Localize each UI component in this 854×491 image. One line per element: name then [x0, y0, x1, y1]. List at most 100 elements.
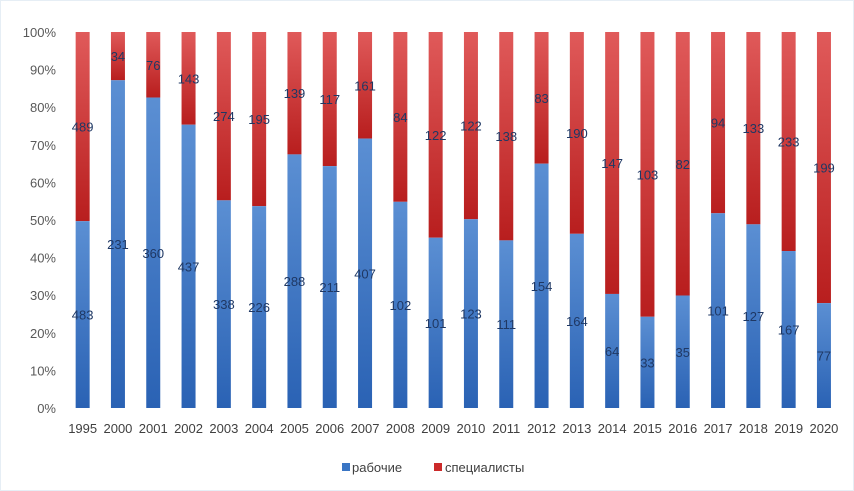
data-label-workers: 407 [354, 266, 376, 281]
x-tick-label: 2012 [527, 421, 556, 436]
x-tick-label: 2000 [103, 421, 132, 436]
x-tick-label: 2013 [562, 421, 591, 436]
y-tick-label: 80% [30, 100, 56, 115]
x-tick-label: 2007 [351, 421, 380, 436]
bar-segment-workers [181, 124, 196, 409]
x-tick-label: 2002 [174, 421, 203, 436]
data-label-specialists: 122 [425, 128, 447, 143]
data-label-specialists: 489 [72, 120, 94, 135]
data-label-workers: 111 [496, 317, 516, 332]
x-tick-label: 2020 [809, 421, 838, 436]
data-label-specialists: 195 [248, 112, 270, 127]
bar-segment-workers [463, 219, 478, 408]
data-label-specialists: 190 [566, 126, 588, 141]
data-label-specialists: 161 [354, 78, 376, 93]
data-label-specialists: 199 [813, 161, 835, 176]
bar-segment-specialists [358, 32, 373, 139]
x-tick-label: 2004 [245, 421, 274, 436]
x-tick-label: 2017 [704, 421, 733, 436]
x-tick-label: 2005 [280, 421, 309, 436]
data-label-workers: 127 [742, 309, 764, 324]
data-label-specialists: 103 [637, 167, 659, 182]
x-tick-label: 2009 [421, 421, 450, 436]
y-tick-label: 30% [30, 288, 56, 303]
bar-segment-specialists [287, 32, 302, 155]
bar-segment-workers [287, 154, 302, 408]
bar-segment-workers [711, 213, 726, 408]
x-axis: 1995 2000 2001 2002 2003 2004 2005 2006 2007 2008… [68, 421, 838, 436]
bar-segment-workers [146, 97, 161, 408]
bar-segment-specialists [711, 32, 726, 214]
y-tick-label: 60% [30, 175, 56, 190]
bar-segment-workers [605, 293, 620, 408]
bar-segment-specialists [499, 32, 514, 241]
bar-segment-workers [75, 221, 90, 408]
x-tick-label: 2018 [739, 421, 768, 436]
y-tick-label: 0% [37, 401, 56, 416]
bar-segment-specialists [428, 32, 443, 238]
bar-segment-specialists [534, 32, 549, 164]
x-tick-label: 2006 [315, 421, 344, 436]
bar-segment-workers [499, 240, 514, 408]
bar-segment-workers [358, 138, 373, 409]
bar-segment-workers [569, 233, 584, 408]
bar-segment-specialists [746, 32, 761, 225]
legend-swatch [434, 463, 442, 471]
data-label-specialists: 143 [178, 71, 200, 86]
data-label-specialists: 34 [111, 49, 125, 64]
data-label-workers: 101 [707, 304, 729, 319]
data-label-workers: 64 [605, 344, 619, 359]
bar-segment-specialists [146, 32, 161, 98]
legend-label: специалисты [445, 460, 524, 475]
bar-segment-workers [393, 201, 408, 408]
y-tick-label: 10% [30, 363, 56, 378]
data-label-workers: 211 [319, 280, 340, 295]
x-tick-label: 2015 [633, 421, 662, 436]
bar-segment-workers [252, 206, 267, 408]
y-axis: 0% 10% 20% 30% 40% 50% 60% 70% 80% 90% 100% [23, 25, 57, 416]
bar-segment-specialists [75, 32, 90, 222]
bar-segment-workers [322, 166, 337, 408]
bar-segment-workers [110, 80, 125, 408]
data-label-specialists: 147 [601, 156, 623, 171]
y-tick-label: 20% [30, 326, 56, 341]
data-label-workers: 123 [460, 307, 482, 322]
bar-segment-specialists [393, 32, 408, 202]
bar-segment-specialists [569, 32, 584, 234]
bar-segment-specialists [252, 32, 267, 207]
data-label-workers: 288 [284, 274, 306, 289]
bar-segment-specialists [640, 32, 655, 317]
bars [75, 32, 831, 409]
data-label-workers: 33 [640, 355, 654, 370]
data-label-workers: 338 [213, 297, 235, 312]
bar-segment-specialists [216, 32, 231, 201]
data-label-specialists: 117 [319, 92, 340, 107]
data-label-specialists: 122 [460, 119, 482, 134]
legend-swatch [342, 463, 350, 471]
data-label-workers: 226 [248, 300, 270, 315]
data-label-workers: 35 [676, 345, 690, 360]
data-label-specialists: 84 [393, 110, 407, 125]
x-tick-label: 2001 [139, 421, 168, 436]
data-label-workers: 164 [566, 314, 588, 329]
data-label-specialists: 274 [213, 109, 235, 124]
y-tick-label: 90% [30, 63, 56, 78]
legend-label: рабочие [352, 460, 402, 475]
data-label-specialists: 139 [284, 86, 306, 101]
bar-segment-workers [428, 237, 443, 408]
x-tick-label: 2016 [668, 421, 697, 436]
data-label-specialists: 83 [534, 91, 548, 106]
bar-segment-workers [534, 163, 549, 408]
bar-segment-specialists [463, 32, 478, 220]
data-label-workers: 102 [389, 298, 411, 313]
bar-segment-specialists [816, 32, 831, 304]
data-label-specialists: 82 [676, 157, 690, 172]
data-label-workers: 77 [817, 349, 831, 364]
data-label-workers: 483 [72, 308, 94, 323]
bar-segment-workers [640, 316, 655, 408]
data-label-specialists: 138 [495, 129, 517, 144]
bar-segment-specialists [110, 32, 125, 81]
data-label-specialists: 76 [146, 58, 160, 73]
